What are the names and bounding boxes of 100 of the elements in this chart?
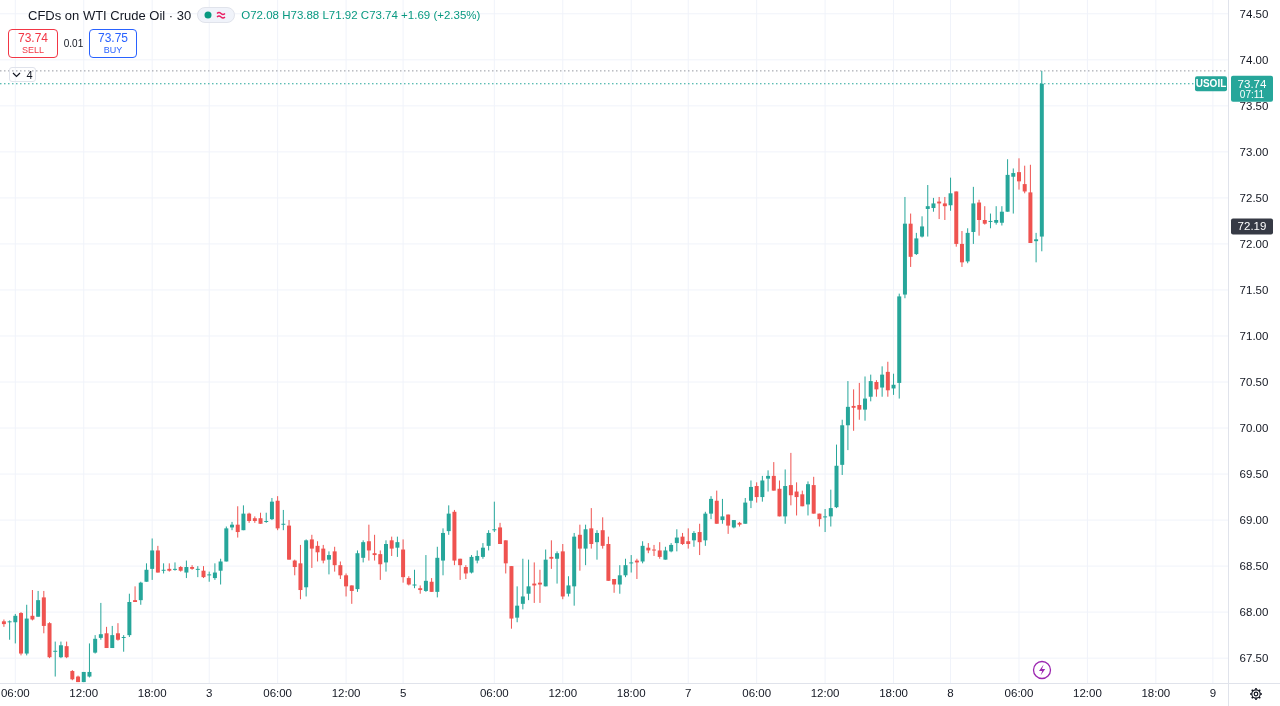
annotation: 4: [26, 68, 33, 81]
y-tick-label: 74.50: [1239, 7, 1269, 20]
x-tick-label: 12:00: [548, 687, 578, 699]
candlestick: [549, 539, 554, 570]
candlestick: [760, 475, 765, 503]
candlestick: [150, 537, 155, 581]
candlestick: [868, 374, 873, 402]
candlestick: [555, 550, 560, 585]
candlestick: [885, 361, 890, 398]
candlestick: [743, 497, 748, 525]
candlestick: [714, 490, 719, 525]
candlestick: [36, 590, 41, 618]
y-tick-label: 68.00: [1239, 606, 1269, 619]
candlestick: [914, 232, 919, 256]
candlestick: [144, 562, 149, 583]
y-tick-label: 70.00: [1239, 422, 1269, 435]
buy-button: 73.75 BUY: [89, 29, 137, 58]
annotation: SELL: [21, 45, 45, 56]
x-tick-label: 06:00: [263, 687, 293, 699]
candlestick: [520, 558, 525, 610]
annotation: 0.01: [62, 37, 85, 51]
candlestick: [788, 452, 793, 506]
candlestick: [366, 524, 371, 562]
x-tick-label: 12:00: [810, 687, 840, 699]
candlestick: [982, 205, 987, 226]
y-tick-label: 67.50: [1239, 652, 1269, 665]
candlestick: [241, 504, 246, 531]
x-tick-label: 06:00: [479, 687, 509, 699]
candlestick: [583, 524, 588, 566]
candlestick: [595, 529, 599, 561]
candlestick: [98, 602, 103, 641]
candlestick: [309, 534, 314, 569]
candlestick: [190, 564, 195, 571]
candlestick: [121, 634, 126, 653]
candlestick: [212, 562, 217, 581]
x-tick-label: 18:00: [879, 687, 908, 699]
x-tick-label: 06:00: [0, 687, 30, 699]
candlestick: [423, 554, 428, 593]
candlestick: [697, 523, 702, 556]
candlestick: [138, 581, 143, 606]
y-tick-label: 68.50: [1239, 560, 1269, 573]
candlestick: [1017, 157, 1021, 191]
candlestick: [492, 501, 497, 533]
candlestick: [806, 480, 810, 516]
candlestick: [332, 546, 337, 573]
candlestick: [195, 565, 200, 578]
candlestick: [674, 528, 679, 552]
candlestick: [629, 554, 634, 574]
candlestick: [526, 559, 531, 601]
candlestick: [612, 578, 617, 594]
candlestick: [383, 539, 388, 573]
candlestick: [155, 545, 160, 574]
candlestick: [264, 512, 269, 524]
price-tag: USOIL: [1195, 76, 1227, 92]
candlestick: [53, 641, 58, 678]
x-tick-label: 18:00: [137, 687, 167, 699]
candlestick: [959, 230, 964, 268]
candlestick: [1022, 165, 1027, 194]
candlestick: [845, 380, 850, 451]
candlestick: [349, 584, 354, 605]
candlestick: [589, 507, 594, 550]
annotation: 73.75: [97, 31, 129, 45]
candlestick: [566, 575, 571, 597]
y-tick-label: 73.00: [1239, 145, 1269, 158]
candlestick: [691, 530, 696, 548]
y-tick-label: 70.50: [1239, 376, 1269, 389]
candlestick: [412, 569, 417, 589]
y-tick-label: 72.50: [1239, 191, 1269, 204]
candlestick: [281, 509, 286, 531]
candlestick: [994, 205, 999, 226]
y-tick-label: 72.00: [1239, 237, 1269, 250]
candlestick: [93, 634, 98, 655]
candlestick: [361, 539, 366, 563]
candlestick: [577, 524, 582, 572]
candlestick: [999, 205, 1004, 227]
candlestick: [326, 550, 331, 575]
x-tick-label: 12:00: [69, 687, 99, 699]
candlestick: [640, 540, 645, 564]
candlestick: [652, 544, 657, 557]
candlestick: [942, 196, 947, 221]
candlestick: [161, 562, 166, 574]
candlestick: [948, 177, 953, 212]
x-tick-label: 12:00: [1073, 687, 1102, 699]
candlestick: [515, 585, 520, 623]
candlestick: [395, 536, 400, 558]
indicator-toggle: 4: [9, 67, 36, 82]
candlestick: [623, 558, 628, 578]
text: CFDs on WTI Crude Oil · 30: [28, 7, 192, 23]
y-tick-label: 74.00: [1239, 53, 1269, 66]
candlestick: [503, 539, 508, 574]
candlestick: [269, 497, 274, 521]
sell-button: 73.74 SELL: [8, 29, 58, 58]
x-tick-label: 8: [947, 687, 954, 699]
candlestick: [133, 585, 138, 603]
candlestick: [720, 498, 725, 525]
candlestick: [389, 536, 394, 557]
x-tick-label: 5: [399, 687, 407, 699]
y-tick-label: 73.50: [1239, 99, 1269, 112]
candlestick: [486, 529, 491, 551]
candlestick: [218, 558, 223, 586]
